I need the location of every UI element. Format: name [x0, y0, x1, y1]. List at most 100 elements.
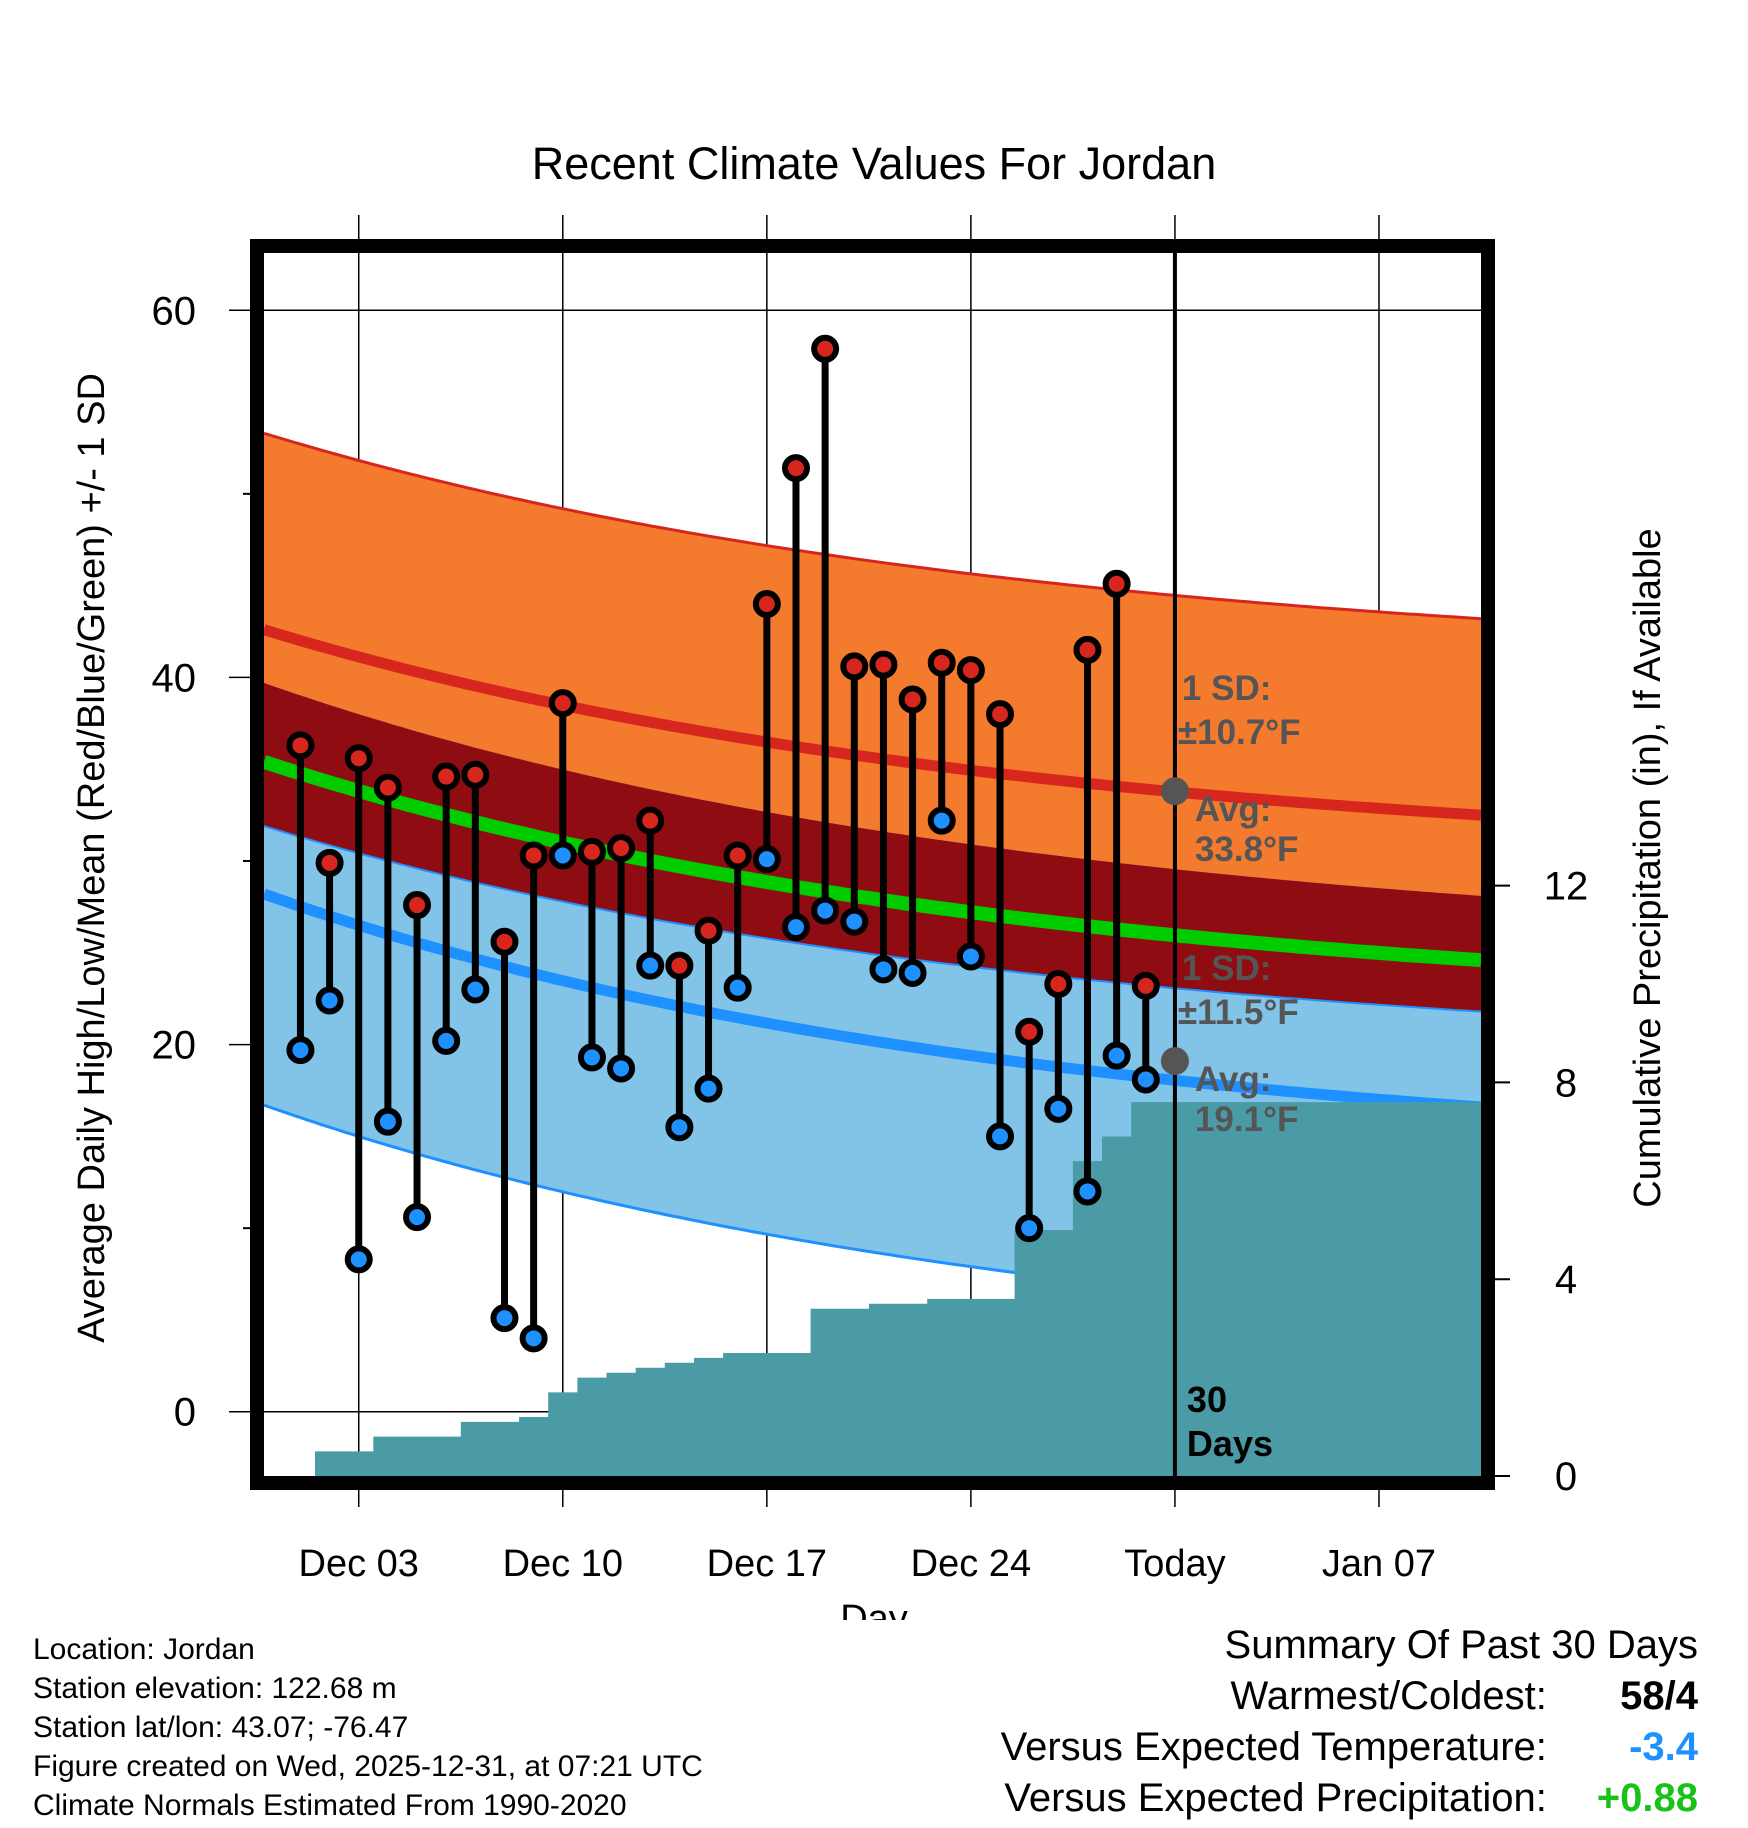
obs-high-point	[315, 848, 344, 877]
obs-low-point	[344, 1245, 373, 1274]
x-tick-label: Dec 24	[911, 1543, 1031, 1585]
axes: Dec 03 Dec 10 Dec 17 Dec 24 Today Jan 07 0 20 40…	[152, 289, 1589, 1585]
summary-warm-cold: Warmest/Coldest: 58/4	[1001, 1671, 1699, 1722]
y-tick-label-right: 4	[1555, 1258, 1577, 1302]
info-latlon: Station lat/lon: 43.07; -76.47	[33, 1711, 409, 1744]
y-tick-label-right: 12	[1544, 865, 1589, 909]
obs-low-point	[548, 841, 577, 870]
obs-day	[636, 806, 665, 980]
obs-high-point	[898, 685, 927, 714]
normal-mean-line	[264, 755, 1481, 968]
obs-day	[898, 685, 927, 987]
summary-panel: Summary Of Past 30 Days Warmest/Coldest:…	[1001, 1620, 1698, 1824]
obs-low-point	[898, 958, 927, 987]
obs-low-point	[956, 942, 985, 971]
obs-high-point	[548, 689, 577, 718]
obs-day	[840, 652, 869, 936]
high-avg-value: 33.8°F	[1195, 830, 1299, 869]
obs-high-point	[1044, 970, 1073, 998]
days-word-label: Days	[1187, 1423, 1273, 1464]
low-sd-value: ±11.5°F	[1178, 993, 1299, 1032]
obs-day	[723, 841, 752, 1002]
precip-label: Versus Expected Precipitation:	[1004, 1776, 1547, 1820]
obs-day	[577, 837, 606, 1072]
obs-low-point	[403, 1203, 432, 1232]
obs-day	[432, 762, 461, 1055]
warm-cold-value: 58/4	[1558, 1671, 1698, 1722]
obs-high-point	[519, 841, 548, 870]
obs-high-point	[490, 927, 519, 956]
obs-low-point	[577, 1043, 606, 1072]
obs-day	[869, 650, 898, 984]
obs-low-point	[665, 1113, 694, 1142]
obs-high-point	[403, 891, 432, 920]
obs-day	[461, 760, 490, 1004]
low-avg-value: 19.1°F	[1195, 1100, 1299, 1139]
normal-low-line	[264, 888, 1481, 1113]
high-sd-value: ±10.7°F	[1178, 713, 1301, 752]
obs-low-point	[1073, 1177, 1102, 1206]
obs-day	[956, 656, 985, 971]
obs-high-point	[665, 951, 694, 980]
summary-precip: Versus Expected Precipitation: +0.88	[1001, 1773, 1698, 1824]
plot-frame	[250, 239, 1495, 1490]
obs-high-point	[694, 916, 723, 945]
obs-low-point	[752, 845, 781, 874]
obs-day	[607, 834, 636, 1083]
obs-low-point	[432, 1026, 461, 1055]
x-tick-label: Dec 17	[707, 1543, 827, 1585]
obs-high-point	[577, 837, 606, 866]
y-tick-label-left: 20	[152, 1024, 197, 1068]
y-tick-label-left: 60	[152, 289, 197, 333]
x-tick-label: Today	[1124, 1543, 1225, 1585]
warm-cold-label: Warmest/Coldest:	[1230, 1674, 1547, 1718]
obs-high-point	[636, 806, 665, 835]
obs-high-point	[723, 841, 752, 870]
obs-low-point	[986, 1122, 1015, 1151]
obs-low-point	[461, 975, 490, 1004]
warm-value: 58	[1620, 1674, 1665, 1718]
obs-low-point	[1102, 1041, 1131, 1070]
high-sd-label: 1 SD:	[1182, 669, 1271, 708]
temp-value: -3.4	[1629, 1725, 1698, 1769]
y-tick-label-right: 8	[1555, 1061, 1577, 1105]
chart-title: Recent Climate Values For Jordan	[532, 138, 1216, 189]
x-tick-label: Dec 10	[503, 1543, 623, 1585]
obs-day	[315, 848, 344, 1015]
obs-day	[1102, 569, 1131, 1070]
info-created: Figure created on Wed, 2025-12-31, at 07…	[33, 1750, 703, 1783]
high-lower-edge	[264, 825, 1481, 1013]
obs-low-point	[607, 1054, 636, 1083]
obs-low-point	[490, 1304, 519, 1333]
obs-high-point	[1073, 635, 1102, 664]
low-avg-marker	[1160, 1047, 1189, 1076]
climate-chart: Recent Climate Values For Jordan 1 SD: ±1…	[71, 138, 1669, 1620]
x-tick-label: Dec 03	[299, 1543, 419, 1585]
low-sd-label: 1 SD:	[1182, 949, 1271, 988]
obs-low-point	[315, 986, 344, 1015]
x-axis-label: Day	[840, 1598, 908, 1620]
x-tick-label: Jan 07	[1322, 1543, 1436, 1585]
info-normals: Climate Normals Estimated From 1990-2020	[33, 1789, 627, 1822]
y-tick-label-left: 40	[152, 656, 197, 700]
y-axis-label-left: Average Daily High/Low/Mean (Red/Blue/Gr…	[71, 373, 113, 1343]
obs-low-point	[1044, 1094, 1073, 1123]
obs-high-point	[752, 589, 781, 618]
obs-day	[752, 589, 781, 874]
high-upper-edge	[264, 431, 1481, 621]
obs-low-point	[840, 907, 869, 936]
y-tick-label-right: 0	[1555, 1455, 1577, 1499]
obs-low-point	[781, 913, 810, 942]
obs-day	[403, 891, 432, 1232]
obs-day	[665, 951, 694, 1142]
obs-high-point	[432, 762, 461, 791]
obs-high-point	[927, 648, 956, 677]
obs-low-point	[1131, 1065, 1160, 1094]
obs-day	[1073, 635, 1102, 1206]
precip-area	[285, 1102, 1481, 1476]
obs-low-point	[373, 1107, 402, 1136]
obs-high-point	[286, 731, 315, 760]
obs-low-point	[723, 973, 752, 1002]
summary-temp: Versus Expected Temperature: -3.4	[1001, 1722, 1698, 1773]
